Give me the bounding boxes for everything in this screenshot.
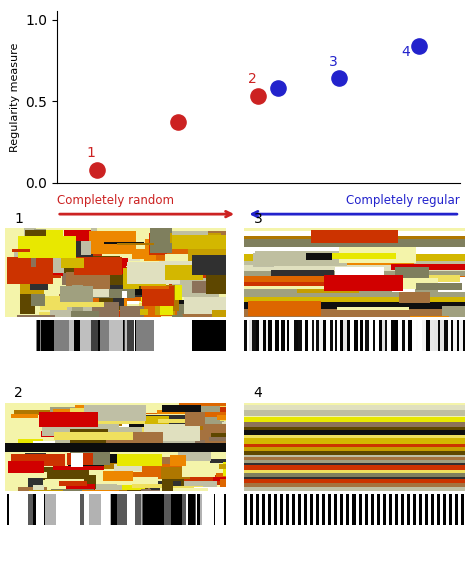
Y-axis label: Regularity measure: Regularity measure xyxy=(9,42,19,152)
Text: 1: 1 xyxy=(87,146,96,160)
Text: 2: 2 xyxy=(14,385,23,400)
Text: Completely regular: Completely regular xyxy=(346,194,460,207)
Point xyxy=(335,74,343,83)
Text: 4: 4 xyxy=(254,385,262,400)
Text: 3: 3 xyxy=(328,54,337,69)
Text: 1: 1 xyxy=(14,211,23,226)
Point xyxy=(255,92,262,101)
Text: 2: 2 xyxy=(248,73,256,86)
Text: Completely random: Completely random xyxy=(57,194,174,207)
Point xyxy=(275,83,283,93)
Point xyxy=(416,41,423,50)
Point xyxy=(174,118,182,127)
Text: 3: 3 xyxy=(254,211,262,226)
Text: 4: 4 xyxy=(401,45,410,59)
Point xyxy=(93,165,101,174)
